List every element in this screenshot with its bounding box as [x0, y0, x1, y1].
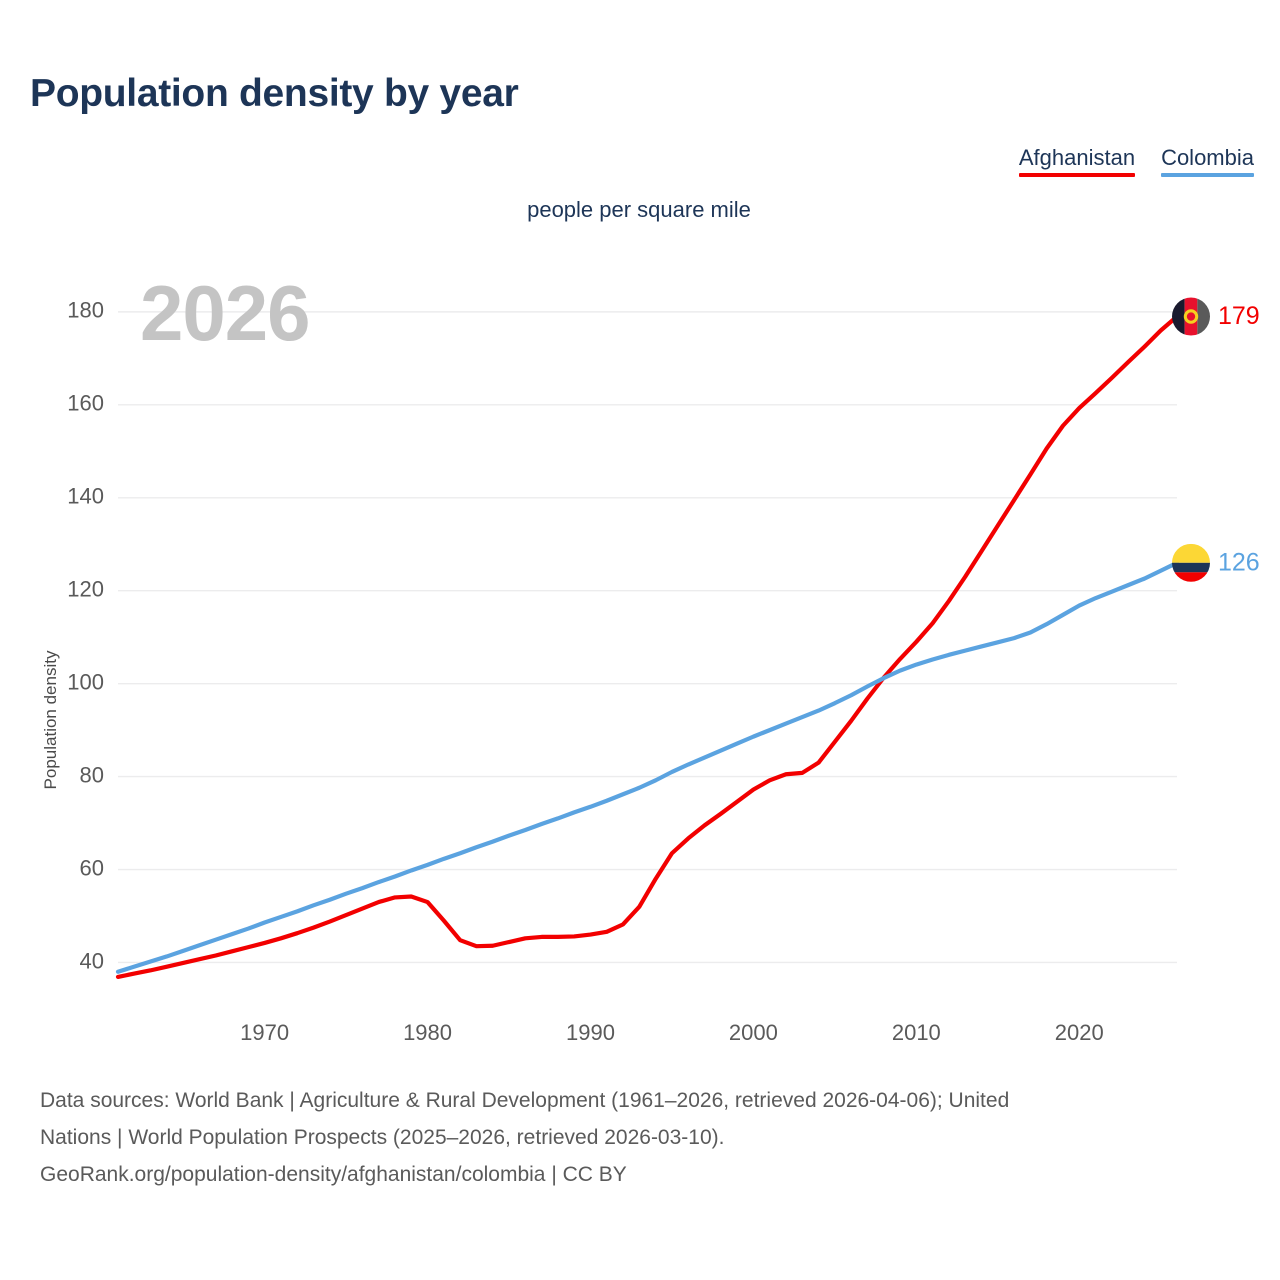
legend-underline-colombia	[1161, 173, 1254, 177]
page-title: Population density by year	[30, 72, 519, 115]
flag-marker-afghanistan[interactable]	[1172, 297, 1210, 336]
end-markers[interactable]: 179 126	[1172, 297, 1260, 582]
legend-underline-afghanistan	[1018, 173, 1136, 177]
y-axis-title: Population density	[41, 650, 60, 789]
year-watermark: 2026	[140, 269, 310, 357]
chart-subtitle: people per square mile	[527, 197, 751, 222]
footer-line-2: Nations | World Population Prospects (20…	[40, 1126, 725, 1149]
series-line-afghanistan	[115, 314, 1180, 979]
y-tick-label: 100	[67, 669, 104, 694]
x-tick-label: 1970	[240, 1020, 289, 1045]
flag-marker-colombia[interactable]	[1172, 543, 1210, 582]
end-value-label-afghanistan: 179	[1218, 302, 1260, 330]
legend-item-colombia[interactable]: Colombia	[1161, 145, 1254, 177]
x-tick-label: 1990	[566, 1020, 615, 1045]
y-tick-label: 140	[67, 484, 104, 509]
x-tick-label: 1980	[403, 1020, 452, 1045]
x-tick-label: 2010	[892, 1020, 941, 1045]
legend: Afghanistan Colombia	[1018, 145, 1254, 177]
x-axis-ticks: 1970 1980 1990 2000 2010 2020	[240, 1020, 1104, 1045]
chart-plot-area[interactable]: 40 60 80 100 120 140 160 180 1970 1980 1990 2000 20…	[0, 240, 1280, 1050]
y-tick-label: 80	[80, 762, 104, 787]
footer-line-3: GeoRank.org/population-density/afghanist…	[40, 1163, 627, 1186]
legend-item-afghanistan[interactable]: Afghanistan	[1018, 145, 1136, 177]
series-line-colombia	[115, 560, 1180, 974]
footer-sources: Data sources: World Bank | Agriculture &…	[40, 1082, 1255, 1193]
legend-label-afghanistan: Afghanistan	[1018, 145, 1136, 170]
y-tick-label: 120	[67, 577, 104, 602]
gridlines	[118, 311, 1177, 964]
y-tick-label: 160	[67, 391, 104, 416]
line-chart-svg[interactable]: 40 60 80 100 120 140 160 180 1970 1980 1990 2000 20…	[0, 240, 1280, 1050]
y-tick-label: 60	[80, 855, 104, 880]
y-axis-ticks: 40 60 80 100 120 140 160 180	[67, 298, 104, 974]
series-lines	[115, 314, 1180, 979]
y-tick-label: 180	[67, 298, 104, 323]
x-tick-label: 2020	[1055, 1020, 1104, 1045]
legend-label-colombia: Colombia	[1161, 145, 1254, 170]
y-tick-label: 40	[80, 948, 104, 973]
end-value-label-colombia: 126	[1218, 548, 1260, 576]
x-tick-label: 2000	[729, 1020, 778, 1045]
footer-line-1: Data sources: World Bank | Agriculture &…	[40, 1089, 1010, 1112]
